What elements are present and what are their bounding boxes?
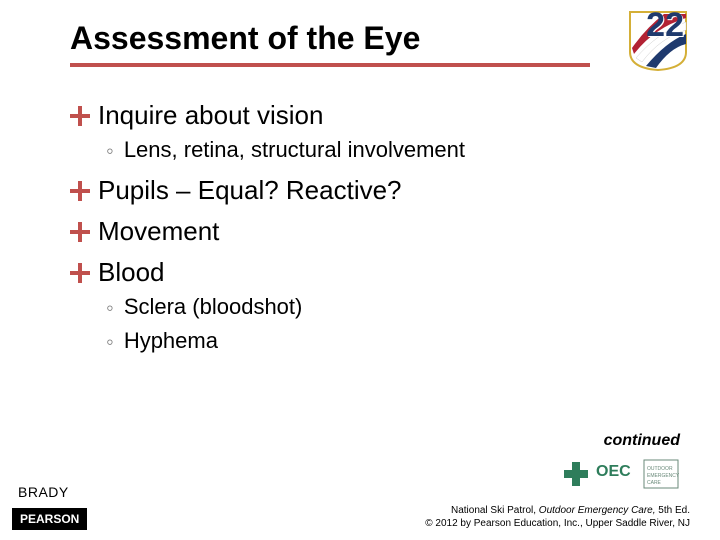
title-bar: Assessment of the Eye [70,20,590,67]
bullet-item: Inquire about vision [70,100,660,131]
sub-item: ◦ Lens, retina, structural involvement [106,137,660,165]
sub-item: ◦ Hyphema [106,328,660,356]
slide-title: Assessment of the Eye [70,20,590,63]
copyright-line-2: © 2012 by Pearson Education, Inc., Upper… [425,517,690,530]
sub-marker-icon: ◦ [106,137,114,165]
oec-logo-icon: OEC OUTDOOR EMERGENCY CARE [560,456,680,492]
bullet-item: Blood [70,257,660,288]
svg-text:EMERGENCY: EMERGENCY [647,473,680,479]
plus-icon [70,106,90,126]
oec-text: OEC [596,463,631,480]
copyright-line-1: National Ski Patrol, Outdoor Emergency C… [425,504,690,517]
sub-text: Hyphema [124,328,218,354]
copyright-book: Outdoor Emergency Care, [539,505,659,516]
footer: BRADY PEARSON OEC OUTDOOR EMERGENCY CARE… [0,460,720,540]
plus-icon [70,222,90,242]
bullet-item: Pupils – Equal? Reactive? [70,175,660,206]
svg-text:CARE: CARE [647,480,662,486]
copyright-block: National Ski Patrol, Outdoor Emergency C… [425,504,690,530]
plus-icon [70,181,90,201]
svg-text:OUTDOOR: OUTDOOR [647,466,673,472]
sub-marker-icon: ◦ [106,294,114,322]
sub-item: ◦ Sclera (bloodshot) [106,294,660,322]
bullet-item: Movement [70,216,660,247]
bullet-text: Blood [98,257,165,288]
slide-content: Inquire about vision ◦ Lens, retina, str… [70,90,660,356]
chapter-number: 22 [646,6,684,45]
slide: Assessment of the Eye 22 Inquire about v… [0,0,720,540]
brady-label: BRADY [18,484,69,500]
bullet-text: Inquire about vision [98,100,323,131]
sub-text: Sclera (bloodshot) [124,294,303,320]
bullet-text: Movement [98,216,219,247]
bullet-text: Pupils – Equal? Reactive? [98,175,402,206]
plus-icon [70,263,90,283]
sub-text: Lens, retina, structural involvement [124,137,465,163]
pearson-logo: PEARSON [12,508,87,530]
copyright-prefix: National Ski Patrol, [451,505,539,516]
continued-label: continued [604,432,680,450]
title-underline [70,63,590,67]
sub-marker-icon: ◦ [106,328,114,356]
copyright-suffix: 5th Ed. [658,505,690,516]
